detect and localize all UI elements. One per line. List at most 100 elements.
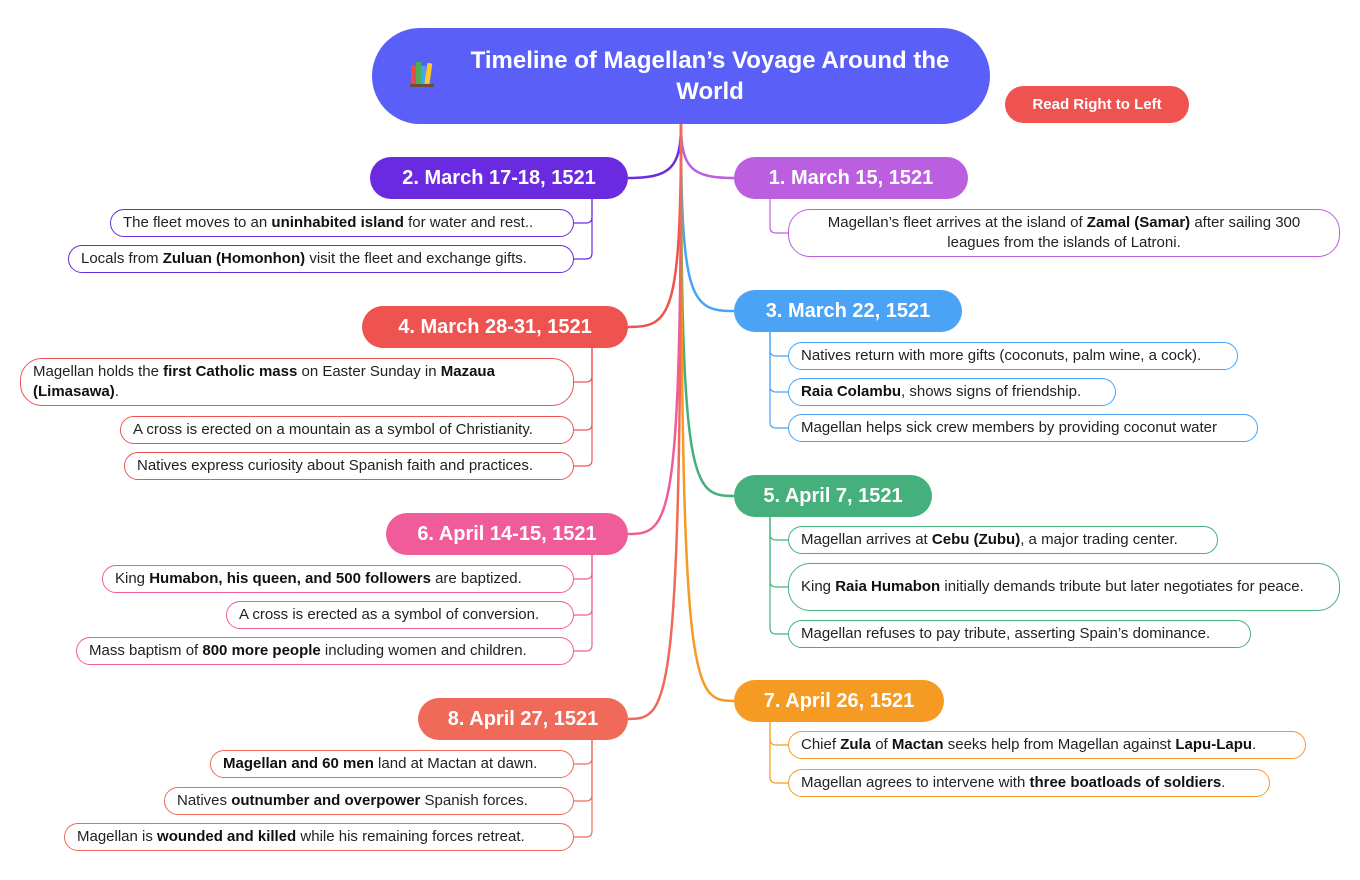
detail-text: Magellan helps sick crew members by prov… bbox=[801, 418, 1217, 438]
detail-text-run: , shows signs of friendship. bbox=[901, 383, 1082, 400]
event-2-detail-1[interactable]: The fleet moves to an uninhabited island… bbox=[110, 209, 574, 237]
read-direction-badge[interactable]: Read Right to Left bbox=[1005, 86, 1189, 123]
detail-text-run: Magellan helps sick crew members by prov… bbox=[801, 419, 1218, 436]
event-4-detail-1[interactable]: Magellan holds the first Catholic mass o… bbox=[20, 358, 574, 406]
detail-text: Locals from Zuluan (Homonhon) visit the … bbox=[81, 249, 527, 269]
detail-text: Magellan agrees to intervene with three … bbox=[801, 773, 1225, 793]
detail-text: The fleet moves to an uninhabited island… bbox=[123, 213, 533, 233]
detail-text-run: are baptized. bbox=[430, 570, 522, 587]
detail-text-bold: Zamal (Samar) bbox=[1086, 214, 1191, 231]
detail-text-run: Natives bbox=[177, 792, 232, 809]
detail-text: Magellan arrives at Cebu (Zubu), a major… bbox=[801, 530, 1178, 550]
leaf-connector bbox=[769, 332, 788, 429]
leaf-connector bbox=[574, 199, 593, 260]
event-8-detail-2[interactable]: Natives outnumber and overpower Spanish … bbox=[164, 787, 574, 815]
detail-text-run: King bbox=[115, 570, 150, 587]
event-3-detail-3[interactable]: Magellan helps sick crew members by prov… bbox=[788, 414, 1258, 442]
event-4-detail-2[interactable]: A cross is erected on a mountain as a sy… bbox=[120, 416, 574, 444]
leaf-connector bbox=[769, 517, 788, 588]
event-node-1[interactable]: 1. March 15, 1521 bbox=[734, 157, 968, 199]
detail-text-run: Natives express curiosity about Spanish … bbox=[137, 457, 534, 474]
branch-connector-2 bbox=[627, 123, 683, 180]
event-node-7[interactable]: 7. April 26, 1521 bbox=[734, 680, 944, 722]
branch-connector-1 bbox=[679, 123, 735, 180]
detail-text-run: Spanish forces. bbox=[420, 792, 528, 809]
detail-text-run: while his remaining forces retreat. bbox=[296, 828, 525, 845]
event-3-detail-1[interactable]: Natives return with more gifts (coconuts… bbox=[788, 342, 1238, 370]
detail-text-run: . bbox=[114, 383, 119, 400]
detail-text-run: of bbox=[871, 736, 892, 753]
branch-connector-7 bbox=[679, 123, 735, 703]
leaf-connector bbox=[574, 740, 593, 838]
event-node-4[interactable]: 4. March 28-31, 1521 bbox=[362, 306, 628, 348]
detail-text-run: The fleet moves to an bbox=[123, 214, 272, 231]
event-6-detail-2[interactable]: A cross is erected as a symbol of conver… bbox=[226, 601, 574, 629]
detail-text: Natives outnumber and overpower Spanish … bbox=[177, 791, 528, 811]
branch-connector-8 bbox=[627, 123, 683, 721]
leaf-connector bbox=[769, 332, 788, 393]
detail-text-run: Magellan holds the bbox=[33, 363, 164, 380]
detail-text-run: , a major trading center. bbox=[1020, 531, 1178, 548]
event-5-detail-1[interactable]: Magellan arrives at Cebu (Zubu), a major… bbox=[788, 526, 1218, 554]
event-node-6[interactable]: 6. April 14-15, 1521 bbox=[386, 513, 628, 555]
detail-text: Magellan is wounded and killed while his… bbox=[77, 827, 525, 847]
detail-text-bold: Mazaua (Limasawa) bbox=[33, 363, 495, 400]
branch-connector-3 bbox=[679, 123, 735, 313]
detail-text-bold: Mactan bbox=[891, 736, 944, 753]
detail-text-bold: three boatloads of soldiers bbox=[1029, 774, 1222, 791]
leaf-connector bbox=[574, 348, 593, 431]
central-topic[interactable]: Timeline of Magellan’s Voyage Around the… bbox=[372, 28, 990, 124]
detail-text-run: Chief bbox=[801, 736, 841, 753]
leaf-connector bbox=[574, 555, 593, 580]
leaf-connector bbox=[574, 555, 593, 652]
detail-text-run: A cross is erected on a mountain as a sy… bbox=[133, 421, 533, 438]
detail-text-bold: wounded and killed bbox=[157, 828, 297, 845]
event-1-detail-1[interactable]: Magellan’s fleet arrives at the island o… bbox=[788, 209, 1340, 257]
leaf-connector bbox=[574, 348, 593, 383]
leaf-connector bbox=[574, 740, 593, 802]
detail-text-run: on Easter Sunday in bbox=[297, 363, 441, 380]
detail-text-run: Locals from bbox=[81, 250, 163, 267]
detail-text: Magellan holds the first Catholic mass o… bbox=[33, 362, 561, 402]
detail-text-bold: Zuluan (Homonhon) bbox=[162, 250, 306, 267]
detail-text-run: . bbox=[1252, 736, 1257, 753]
detail-text: Chief Zula of Mactan seeks help from Mag… bbox=[801, 735, 1256, 755]
event-4-detail-3[interactable]: Natives express curiosity about Spanish … bbox=[124, 452, 574, 480]
detail-text: A cross is erected as a symbol of conver… bbox=[239, 605, 539, 625]
detail-text-bold: Humabon, his queen, and 500 followers bbox=[149, 570, 431, 587]
detail-text: Magellan’s fleet arrives at the island o… bbox=[801, 213, 1327, 253]
event-5-detail-3[interactable]: Magellan refuses to pay tribute, asserti… bbox=[788, 620, 1251, 648]
detail-text-run: A cross is erected as a symbol of conver… bbox=[239, 606, 540, 623]
leaf-connector bbox=[769, 517, 788, 635]
detail-text-bold: outnumber and overpower bbox=[231, 792, 421, 809]
leaf-connector bbox=[574, 348, 593, 467]
detail-text-run: Mass baptism of bbox=[89, 642, 203, 659]
detail-text-run: after sailing 300 leagues from the islan… bbox=[947, 214, 1301, 251]
books-icon bbox=[410, 62, 434, 87]
event-node-5[interactable]: 5. April 7, 1521 bbox=[734, 475, 932, 517]
event-6-detail-1[interactable]: King Humabon, his queen, and 500 followe… bbox=[102, 565, 574, 593]
detail-text-bold: 800 more people bbox=[202, 642, 321, 659]
detail-text-run: seeks help from Magellan against bbox=[943, 736, 1176, 753]
event-7-detail-1[interactable]: Chief Zula of Mactan seeks help from Mag… bbox=[788, 731, 1306, 759]
event-3-detail-2[interactable]: Raia Colambu, shows signs of friendship. bbox=[788, 378, 1116, 406]
detail-text: Mass baptism of 800 more people includin… bbox=[89, 641, 527, 661]
detail-text-run: Magellan refuses to pay tribute, asserti… bbox=[801, 625, 1211, 642]
detail-text-bold: first Catholic mass bbox=[163, 363, 298, 380]
event-node-3[interactable]: 3. March 22, 1521 bbox=[734, 290, 962, 332]
event-7-detail-2[interactable]: Magellan agrees to intervene with three … bbox=[788, 769, 1270, 797]
leaf-connector bbox=[769, 199, 788, 234]
event-2-detail-2[interactable]: Locals from Zuluan (Homonhon) visit the … bbox=[68, 245, 574, 273]
event-6-detail-3[interactable]: Mass baptism of 800 more people includin… bbox=[76, 637, 574, 665]
detail-text-run: Magellan arrives at bbox=[801, 531, 932, 548]
detail-text-bold: Lapu-Lapu bbox=[1175, 736, 1253, 753]
detail-text: Magellan and 60 men land at Mactan at da… bbox=[223, 754, 537, 774]
event-node-8[interactable]: 8. April 27, 1521 bbox=[418, 698, 628, 740]
event-8-detail-1[interactable]: Magellan and 60 men land at Mactan at da… bbox=[210, 750, 574, 778]
event-node-2[interactable]: 2. March 17-18, 1521 bbox=[370, 157, 628, 199]
event-5-detail-2[interactable]: King Raia Humabon initially demands trib… bbox=[788, 563, 1340, 611]
detail-text-bold: Raia Colambu bbox=[801, 383, 902, 400]
event-8-detail-3[interactable]: Magellan is wounded and killed while his… bbox=[64, 823, 574, 851]
branch-connector-4 bbox=[627, 123, 683, 329]
